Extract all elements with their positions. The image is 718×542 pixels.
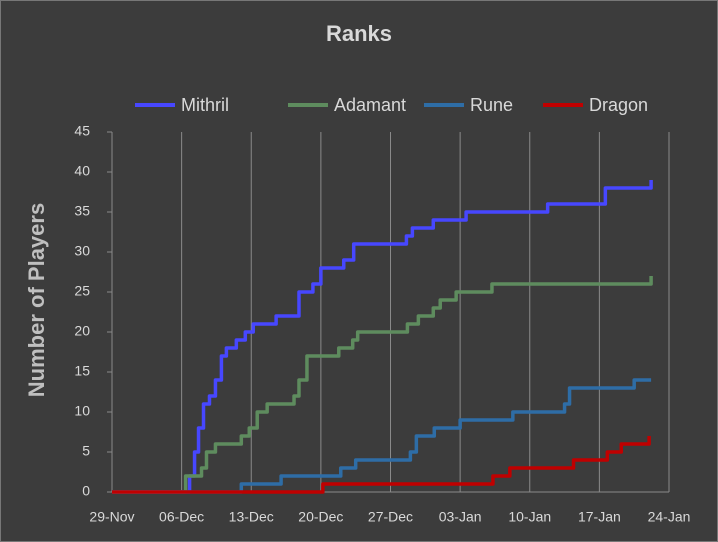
y-tick-label: 35 <box>74 203 90 219</box>
y-tick-label: 10 <box>74 403 90 419</box>
y-axis-label: Number of Players <box>24 203 49 397</box>
x-tick-label: 03-Jan <box>439 509 482 525</box>
y-tick-label: 45 <box>74 123 90 139</box>
x-tick-label: 10-Jan <box>508 509 551 525</box>
x-tick-label: 27-Dec <box>368 509 413 525</box>
legend-label: Mithril <box>181 95 229 115</box>
x-tick-label: 20-Dec <box>298 509 343 525</box>
y-tick-label: 20 <box>74 323 90 339</box>
y-tick-label: 30 <box>74 243 90 259</box>
x-tick-label: 24-Jan <box>648 509 691 525</box>
legend-label: Adamant <box>334 95 406 115</box>
series-line <box>112 180 653 494</box>
x-tick-label: 06-Dec <box>159 509 204 525</box>
y-tick-label: 25 <box>74 283 90 299</box>
series-line <box>112 276 653 494</box>
series-line <box>112 436 651 494</box>
legend-label: Rune <box>470 95 513 115</box>
y-tick-label: 0 <box>82 483 90 499</box>
y-tick-label: 5 <box>82 443 90 459</box>
series-line <box>112 378 652 494</box>
chart-title: Ranks <box>326 21 392 46</box>
y-tick-label: 15 <box>74 363 90 379</box>
y-tick-label: 40 <box>74 163 90 179</box>
x-tick-label: 13-Dec <box>229 509 274 525</box>
x-tick-label: 29-Nov <box>89 509 134 525</box>
legend-label: Dragon <box>589 95 648 115</box>
x-tick-label: 17-Jan <box>578 509 621 525</box>
